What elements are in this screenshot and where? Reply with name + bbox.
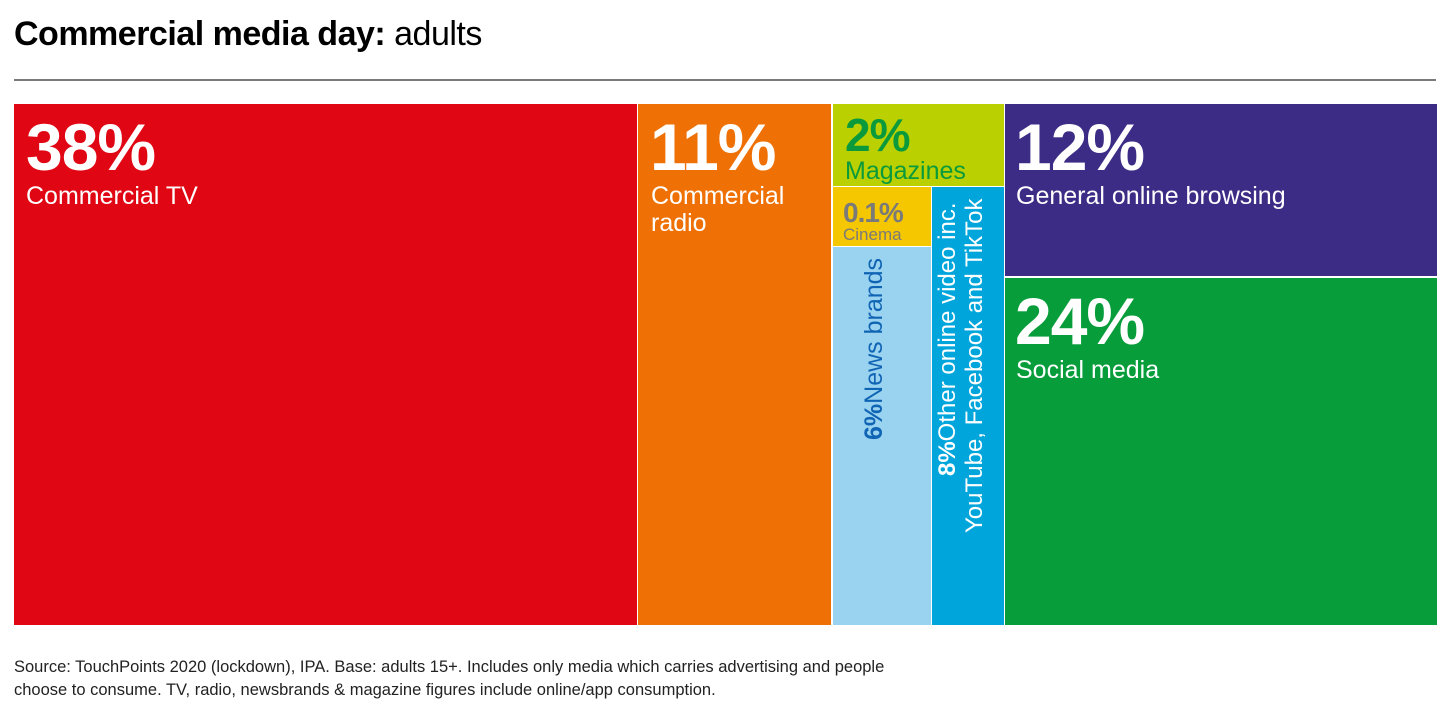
chart-title-rest: adults: [385, 15, 482, 53]
tile-social-media: 24%Social media: [1005, 278, 1437, 625]
tile-magazines: 2%Magazines: [833, 104, 1004, 186]
tile-general-online-browsing: 12%General online browsing: [1005, 104, 1437, 276]
tile-rect-magazines: [833, 104, 1004, 186]
tile-news-brands: 6%News brands: [833, 247, 931, 625]
source-note: Source: TouchPoints 2020 (lockdown), IPA…: [14, 656, 994, 702]
source-line-1: Source: TouchPoints 2020 (lockdown), IPA…: [14, 658, 885, 676]
chart-title: Commercial media day: adults: [14, 12, 482, 56]
chart-title-bold: Commercial media day:: [14, 15, 386, 53]
tile-rect-news-brands: [833, 247, 931, 625]
tile-commercial-tv: 38%Commercial TV: [14, 104, 637, 625]
tile-cinema: 0.1%Cinema: [833, 187, 931, 246]
title-divider: [14, 79, 1436, 81]
tile-rect-commercial-radio: [638, 104, 831, 625]
tile-rect-other-online-video: [932, 187, 1004, 625]
source-line-2: choose to consume. TV, radio, newsbrands…: [14, 681, 716, 699]
tile-rect-social-media: [1005, 278, 1437, 625]
tile-rect-cinema: [833, 187, 931, 246]
tile-other-online-video: 8%Other online video inc. YouTube, Facebo…: [932, 187, 1004, 625]
tile-rect-general-online-browsing: [1005, 104, 1437, 276]
tile-rect-commercial-tv: [14, 104, 637, 625]
